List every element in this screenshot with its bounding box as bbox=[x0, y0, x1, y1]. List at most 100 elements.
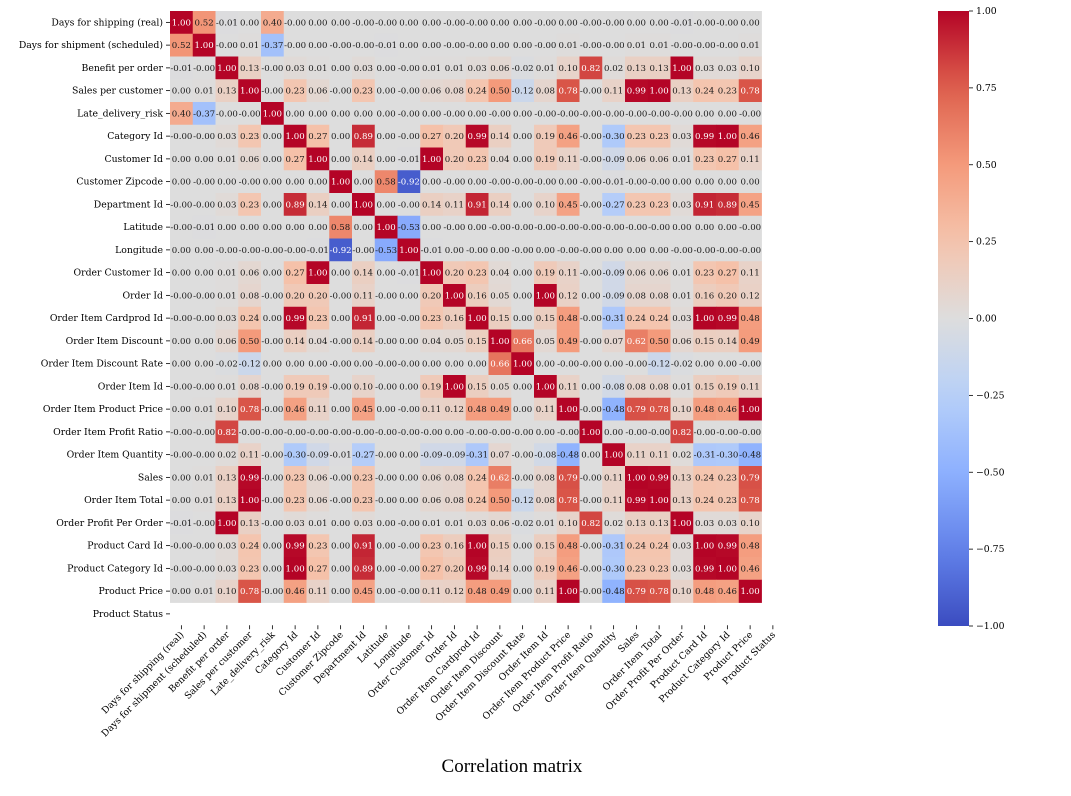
cell-value-label: -0.00 bbox=[512, 428, 534, 438]
heatmap-cell bbox=[420, 238, 444, 262]
heatmap-cell bbox=[534, 306, 558, 330]
cell-value-label: 0.01 bbox=[195, 473, 214, 483]
cell-value-label: 0.62 bbox=[490, 473, 509, 483]
cell-value-label: 0.99 bbox=[240, 473, 259, 483]
heatmap-cell bbox=[738, 102, 762, 126]
heatmap-cell bbox=[556, 534, 580, 558]
cell-value-label: 0.00 bbox=[377, 87, 396, 97]
cell-value-label: -0.00 bbox=[330, 496, 352, 506]
cell-value-label: -0.00 bbox=[716, 41, 738, 51]
heatmap-cell bbox=[625, 488, 649, 512]
cell-value-label: -0.00 bbox=[716, 18, 738, 28]
cell-value-label: 0.00 bbox=[377, 314, 396, 324]
heatmap-cell bbox=[670, 488, 694, 512]
heatmap-cell bbox=[170, 215, 194, 239]
cell-value-label: 0.07 bbox=[604, 337, 623, 347]
heatmap-cell bbox=[647, 124, 671, 148]
cell-value-label: -0.00 bbox=[512, 473, 534, 483]
cell-value-label: -0.00 bbox=[580, 473, 602, 483]
heatmap-cell bbox=[488, 397, 512, 421]
heatmap-cell bbox=[738, 193, 762, 217]
cell-value-label: 0.00 bbox=[422, 360, 441, 370]
cell-value-label: 0.78 bbox=[741, 87, 760, 97]
cell-value-label: -0.00 bbox=[170, 428, 192, 438]
heatmap-cell bbox=[261, 79, 285, 103]
heatmap-cell bbox=[215, 329, 239, 353]
cell-value-label: 0.11 bbox=[354, 291, 373, 301]
heatmap-cell bbox=[192, 306, 216, 330]
heatmap-cell bbox=[215, 557, 239, 581]
cell-value-label: 0.13 bbox=[240, 64, 259, 74]
cell-value-label: 0.00 bbox=[650, 246, 669, 256]
heatmap-cell bbox=[647, 488, 671, 512]
cell-value-label: 1.00 bbox=[445, 382, 464, 392]
cell-value-label: 0.01 bbox=[672, 269, 691, 279]
cell-value-label: 0.50 bbox=[240, 337, 259, 347]
cell-value-label: -0.00 bbox=[603, 223, 625, 233]
y-tick-label: Order Item Cardprod Id bbox=[50, 313, 163, 324]
cell-value-label: 0.03 bbox=[695, 64, 714, 74]
cell-value-label: -0.08 bbox=[603, 382, 625, 392]
heatmap-cell bbox=[716, 79, 740, 103]
heatmap-cell bbox=[465, 511, 489, 535]
heatmap-cell bbox=[306, 511, 330, 535]
cell-value-label: -0.00 bbox=[580, 564, 602, 574]
heatmap-cell bbox=[283, 170, 307, 194]
heatmap-cell bbox=[647, 557, 671, 581]
cell-value-label: 0.49 bbox=[490, 587, 509, 597]
heatmap-cell bbox=[443, 420, 467, 444]
cell-value-label: 0.24 bbox=[468, 87, 488, 97]
cell-value-label: 0.02 bbox=[604, 519, 623, 529]
cell-value-label: -0.00 bbox=[261, 473, 283, 483]
cell-value-label: 0.00 bbox=[399, 382, 418, 392]
heatmap-cell bbox=[238, 170, 262, 194]
heatmap-cell bbox=[170, 261, 194, 285]
heatmap-cell bbox=[511, 329, 535, 353]
heatmap-cell bbox=[647, 443, 671, 467]
cell-value-label: -0.00 bbox=[375, 337, 397, 347]
heatmap-cell bbox=[352, 579, 376, 603]
heatmap-cell bbox=[329, 33, 353, 57]
heatmap-cell bbox=[397, 147, 421, 171]
cell-value-label: 0.08 bbox=[445, 87, 464, 97]
heatmap-cell bbox=[261, 11, 285, 35]
cell-value-label: 0.45 bbox=[354, 587, 373, 597]
cell-value-label: -0.09 bbox=[603, 269, 625, 279]
colorbar: 1.00 0.75 0.50 0.25 0.00 −0.25 −0.50 −0.75 −1.00 bbox=[938, 6, 1005, 632]
heatmap-cell bbox=[215, 352, 239, 376]
heatmap-cell bbox=[397, 124, 421, 148]
cell-value-label: 0.10 bbox=[672, 587, 691, 597]
cell-value-label: -0.00 bbox=[375, 18, 397, 28]
heatmap-cell bbox=[420, 11, 444, 35]
heatmap-cell bbox=[465, 375, 489, 399]
cell-value-label: 0.12 bbox=[445, 405, 464, 415]
heatmap-cell bbox=[693, 215, 717, 239]
cell-value-label: 0.23 bbox=[354, 473, 373, 483]
heatmap-cell bbox=[170, 579, 194, 603]
cell-value-label: 0.00 bbox=[172, 337, 191, 347]
cell-value-label: 0.23 bbox=[354, 87, 373, 97]
heatmap-cell bbox=[306, 352, 330, 376]
cell-value-label: 1.00 bbox=[672, 64, 691, 74]
heatmap-cell bbox=[602, 397, 626, 421]
cell-value-label: 0.00 bbox=[240, 223, 259, 233]
heatmap-cell bbox=[283, 193, 307, 217]
heatmap-cell bbox=[306, 557, 330, 581]
cell-value-label: 1.00 bbox=[718, 564, 737, 574]
heatmap-cell bbox=[397, 284, 421, 308]
heatmap-cell bbox=[556, 443, 580, 467]
cell-value-label: -0.00 bbox=[239, 428, 261, 438]
cell-value-label: 0.10 bbox=[559, 519, 578, 529]
cell-value-label: 0.00 bbox=[377, 405, 396, 415]
heatmap-cell bbox=[238, 102, 262, 126]
cell-value-label: 0.00 bbox=[263, 132, 282, 142]
heatmap-cell bbox=[579, 557, 603, 581]
cell-value-label: 1.00 bbox=[286, 564, 305, 574]
heatmap-cell bbox=[511, 397, 535, 421]
cell-value-label: -0.00 bbox=[716, 246, 738, 256]
cell-value-label: 0.08 bbox=[536, 473, 555, 483]
heatmap-cell bbox=[511, 193, 535, 217]
cell-value-label: 0.23 bbox=[240, 132, 259, 142]
heatmap-cell bbox=[238, 147, 262, 171]
cell-value-label: -0.00 bbox=[375, 291, 397, 301]
